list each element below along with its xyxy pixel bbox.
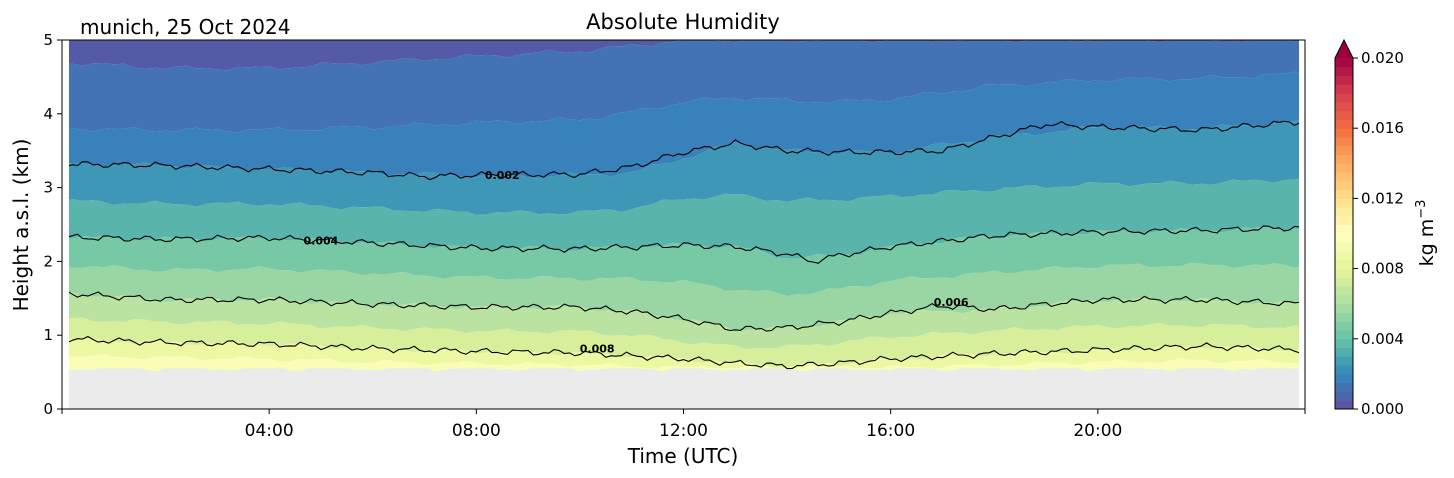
humidity-band xyxy=(69,353,1299,372)
colorbar-segment xyxy=(1335,251,1353,261)
colorbar-segment xyxy=(1335,58,1353,68)
y-tick-label: 2 xyxy=(43,252,53,270)
colorbar-segment xyxy=(1335,84,1353,94)
x-tick-label: 08:00 xyxy=(452,421,501,441)
colorbar-tick-label: 0.004 xyxy=(1361,330,1404,348)
colorbar-tick-label: 0.000 xyxy=(1361,400,1404,418)
humidity-band xyxy=(69,262,1299,332)
colorbar-segment xyxy=(1335,75,1353,85)
colorbar-segment xyxy=(1335,145,1353,156)
colorbar-segment xyxy=(1335,128,1353,138)
humidity-band xyxy=(69,337,1299,370)
colorbar-segment xyxy=(1335,172,1353,182)
contour-line xyxy=(69,225,1299,264)
colorbar-segment xyxy=(1335,215,1353,226)
x-tick-label: 16:00 xyxy=(866,421,915,441)
colorbar-label-exponent: −3 xyxy=(1414,200,1429,219)
colorbar-segment xyxy=(1335,338,1353,349)
y-tick-label: 0 xyxy=(43,400,53,418)
contour-label: 0.006 xyxy=(934,296,969,309)
y-tick-label: 1 xyxy=(43,326,53,344)
colorbar-segment xyxy=(1335,321,1353,331)
colorbar-segment xyxy=(1335,189,1353,199)
colorbar-segment xyxy=(1335,365,1353,375)
humidity-contour-lines xyxy=(69,120,1299,370)
colorbar-segment xyxy=(1335,294,1353,305)
colorbar-segment xyxy=(1335,180,1353,191)
colorbar-segment xyxy=(1335,207,1353,217)
colorbar-segment xyxy=(1335,286,1353,296)
humidity-band xyxy=(69,71,1299,178)
colorbar: 0.000 0.004 0.008 0.012 0.016 0.020 xyxy=(1334,38,1404,418)
chart-title: Absolute Humidity xyxy=(586,10,780,34)
colorbar-frame xyxy=(1334,38,1354,410)
colorbar-extend-arrow xyxy=(1335,40,1353,58)
colorbar-segment xyxy=(1335,242,1353,252)
humidity-band xyxy=(69,40,1299,71)
colorbar-segment xyxy=(1335,66,1353,77)
y-tick-label: 4 xyxy=(43,105,53,123)
colorbar-segment xyxy=(1335,233,1353,243)
contour-line xyxy=(69,120,1299,181)
colorbar-segment xyxy=(1335,400,1353,410)
colorbar-segment xyxy=(1335,382,1353,392)
y-tick-label: 5 xyxy=(43,31,53,49)
colorbar-segment xyxy=(1335,110,1353,120)
humidity-band xyxy=(69,40,1299,133)
y-axis-label: Height a.s.l. (km) xyxy=(9,139,33,312)
colorbar-tick-label: 0.016 xyxy=(1361,119,1404,137)
contour-label: 0.004 xyxy=(304,235,339,248)
chart-subtitle: munich, 25 Oct 2024 xyxy=(80,15,290,39)
colorbar-label: kg m−3 xyxy=(1414,200,1438,267)
colorbar-segment xyxy=(1335,356,1353,366)
colorbar-segment xyxy=(1335,224,1353,234)
colorbar-segment xyxy=(1335,259,1353,270)
colorbar-segment xyxy=(1335,277,1353,287)
x-tick-label: 20:00 xyxy=(1073,421,1122,441)
contour-line xyxy=(69,335,1299,370)
colorbar-segment xyxy=(1335,330,1353,340)
colorbar-segment xyxy=(1335,154,1353,164)
colorbar-segment xyxy=(1335,119,1353,129)
colorbar-segment xyxy=(1335,312,1353,322)
x-axis-label: Time (UTC) xyxy=(627,444,739,468)
contour-label: 0.002 xyxy=(485,169,520,182)
colorbar-segment xyxy=(1335,373,1353,384)
colorbar-tick-label: 0.012 xyxy=(1361,189,1404,207)
humidity-filled-contours xyxy=(69,40,1299,409)
colorbar-segment xyxy=(1335,93,1353,103)
humidity-band xyxy=(69,317,1299,368)
x-tick-label: 12:00 xyxy=(659,421,708,441)
y-tick-label: 3 xyxy=(43,179,53,197)
plot-axes: 0 1 2 3 4 5 04:00 08:00 12:00 16:00 20:00 xyxy=(43,31,1306,441)
colorbar-tick-label: 0.020 xyxy=(1361,49,1404,67)
contour-label: 0.008 xyxy=(580,342,615,355)
colorbar-segment xyxy=(1335,198,1353,208)
humidity-band xyxy=(69,178,1299,259)
colorbar-segment xyxy=(1335,347,1353,357)
colorbar-segment xyxy=(1335,391,1353,401)
contour-line xyxy=(69,291,1299,332)
colorbar-segment xyxy=(1335,303,1353,313)
colorbar-label-unit: kg m xyxy=(1416,219,1438,267)
humidity-band xyxy=(69,119,1299,215)
x-tick-label: 04:00 xyxy=(245,421,294,441)
colorbar-segment xyxy=(1335,268,1353,278)
humidity-band xyxy=(69,365,1299,372)
colorbar-segment xyxy=(1335,136,1353,147)
colorbar-segment xyxy=(1335,101,1353,112)
colorbar-tick-label: 0.008 xyxy=(1361,260,1404,278)
humidity-band xyxy=(69,292,1299,349)
colorbar-segment xyxy=(1335,163,1353,173)
